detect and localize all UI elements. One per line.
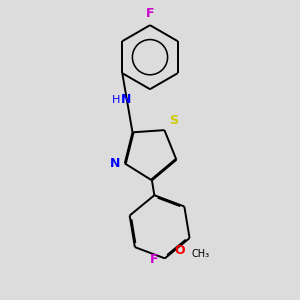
Text: F: F — [146, 8, 154, 20]
Text: S: S — [169, 114, 178, 127]
Text: N: N — [110, 157, 120, 170]
Text: O: O — [174, 244, 185, 257]
Text: N: N — [121, 93, 131, 106]
Text: H: H — [112, 94, 120, 105]
Text: CH₃: CH₃ — [191, 249, 209, 259]
Text: F: F — [150, 254, 158, 266]
